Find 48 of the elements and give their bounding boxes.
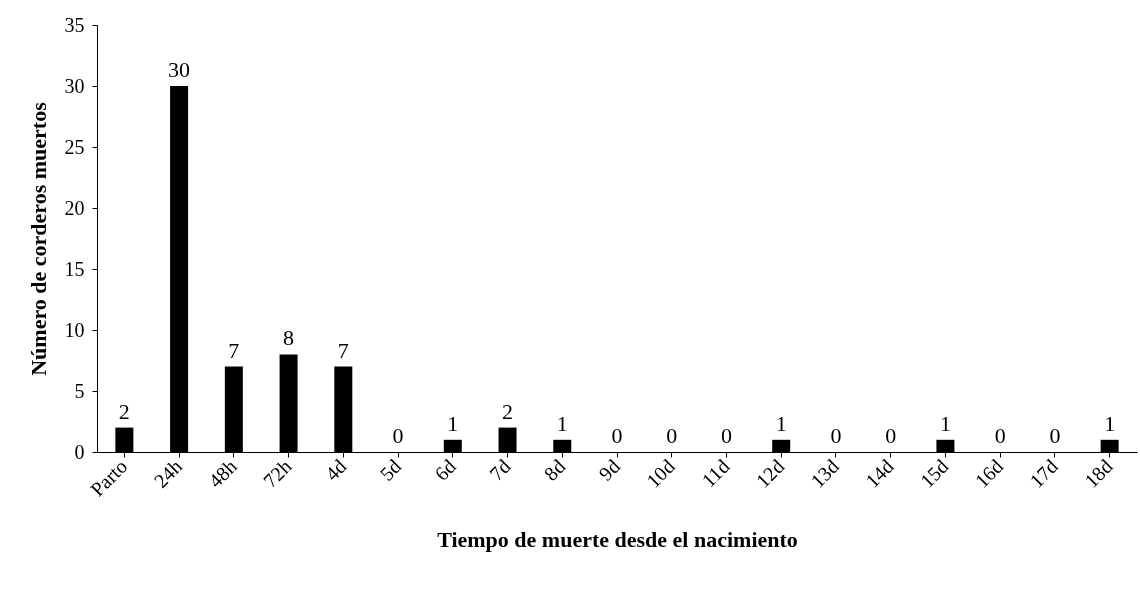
x-tick-label: 4d xyxy=(320,455,351,485)
data-label: 1 xyxy=(775,410,787,436)
x-tick-label: 72h xyxy=(258,455,296,492)
data-label: 0 xyxy=(830,423,842,448)
data-label: 1 xyxy=(939,410,951,436)
x-tick-label: 5d xyxy=(375,455,406,485)
y-tick-label: 0 xyxy=(74,440,85,463)
x-axis-title: Tiempo de muerte desde el nacimiento xyxy=(437,527,798,553)
data-label: 2 xyxy=(118,398,130,424)
data-label: 0 xyxy=(994,423,1006,448)
data-label: 2 xyxy=(502,398,514,424)
data-label: 7 xyxy=(337,337,349,363)
y-tick-label: 25 xyxy=(64,135,85,158)
x-tick-label: 18d xyxy=(1079,455,1117,492)
y-tick-label: 10 xyxy=(64,318,85,341)
y-tick-label: 30 xyxy=(64,74,85,97)
x-tick-label: 16d xyxy=(970,455,1008,492)
x-tick-label: 10d xyxy=(642,455,679,492)
x-tick-label: 24h xyxy=(149,455,187,492)
data-label: 0 xyxy=(611,423,623,448)
x-tick-label: 17d xyxy=(1025,455,1062,492)
x-tick-label: 9d xyxy=(594,455,625,485)
x-tick-label: 48h xyxy=(204,455,241,492)
y-tick-label: 35 xyxy=(64,13,85,36)
data-label: 1 xyxy=(1104,410,1116,436)
y-tick-label: 15 xyxy=(64,257,85,280)
data-label: 1 xyxy=(556,410,568,436)
x-tick-label: 6d xyxy=(430,455,460,485)
data-label: 0 xyxy=(666,423,678,448)
data-label: 8 xyxy=(283,325,295,351)
data-label: 30 xyxy=(168,57,191,82)
data-label: 0 xyxy=(885,423,897,448)
data-label: 0 xyxy=(1049,423,1061,448)
x-tick-label: 11d xyxy=(697,455,734,492)
data-label: 0 xyxy=(720,423,732,448)
x-tick-label: 8d xyxy=(539,455,570,485)
x-tick-label: 13d xyxy=(806,455,844,492)
x-tick-label: 15d xyxy=(915,455,953,492)
y-tick-label: 5 xyxy=(74,379,85,402)
x-tick-label: 14d xyxy=(860,455,898,492)
y-axis-title: Número de corderos muertos xyxy=(25,101,51,376)
x-tick-label: 7d xyxy=(484,455,515,485)
x-tick-label: Parto xyxy=(86,455,132,501)
x-tick-label: 12d xyxy=(751,455,789,492)
data-label: 7 xyxy=(228,337,240,363)
y-tick-label: 20 xyxy=(64,196,85,219)
data-label: 0 xyxy=(392,423,404,448)
data-label: 1 xyxy=(447,410,459,436)
